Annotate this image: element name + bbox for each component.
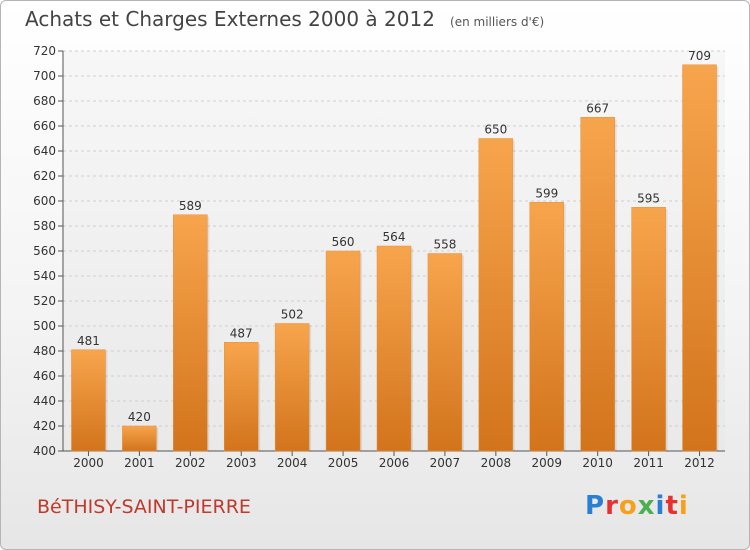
bar-2002 xyxy=(173,214,208,452)
x-tick-label-2006: 2006 xyxy=(379,456,410,470)
y-tick-label: 540 xyxy=(33,269,56,283)
bar-2005 xyxy=(325,250,361,452)
logo-letter: o xyxy=(618,491,638,521)
value-label-2011: 595 xyxy=(637,191,660,205)
y-tick-label: 640 xyxy=(33,144,56,158)
y-tick-label: 400 xyxy=(33,444,56,458)
bar-2003 xyxy=(223,342,259,452)
y-tick-label: 460 xyxy=(33,369,56,383)
value-label-2010: 667 xyxy=(586,101,609,115)
bar-2009 xyxy=(529,202,565,452)
y-tick-label: 420 xyxy=(33,419,56,433)
value-label-2002: 589 xyxy=(179,199,202,213)
y-tick-label: 520 xyxy=(33,294,56,308)
bar-2004 xyxy=(274,323,310,452)
x-tick-label-2011: 2011 xyxy=(633,456,664,470)
logo-letter: t xyxy=(665,491,679,521)
logo-letter: i xyxy=(655,491,666,521)
logo-letter: r xyxy=(605,491,619,521)
value-label-2003: 487 xyxy=(230,326,253,340)
value-label-2004: 502 xyxy=(281,308,304,322)
y-tick-label: 560 xyxy=(33,244,56,258)
value-label-2009: 599 xyxy=(535,186,558,200)
x-tick-label-2010: 2010 xyxy=(582,456,613,470)
value-label-2006: 564 xyxy=(383,230,406,244)
y-tick-label: 600 xyxy=(33,194,56,208)
x-tick-label-2005: 2005 xyxy=(328,456,359,470)
value-label-2008: 650 xyxy=(484,123,507,137)
y-tick-label: 680 xyxy=(33,94,56,108)
chart-title: Achats et Charges Externes 2000 à 2012 xyxy=(25,7,435,31)
label-layer: 481 420 589 487 502 560 564 558 650 599 667 595 709 xyxy=(77,49,711,424)
bar-2012 xyxy=(682,64,717,452)
axis-layer: 400 420 440 460 480 500 520 540 560 580 600 620 640 6… xyxy=(33,44,725,470)
x-tick-label-2001: 2001 xyxy=(124,456,155,470)
bar-2007 xyxy=(427,253,463,452)
bar-2010 xyxy=(580,117,615,452)
y-tick-label: 500 xyxy=(33,319,56,333)
y-tick-label: 720 xyxy=(33,44,56,58)
x-tick-label-2004: 2004 xyxy=(277,456,308,470)
logo-letter: x xyxy=(637,491,656,521)
y-tick-label: 620 xyxy=(33,169,56,183)
bar-2001 xyxy=(122,425,157,452)
x-tick-label-2000: 2000 xyxy=(73,456,104,470)
commune-name: BéTHISY-SAINT-PIERRE xyxy=(37,496,251,518)
bar-2011 xyxy=(631,207,666,452)
value-label-2012: 709 xyxy=(688,49,711,63)
x-tick-label-2012: 2012 xyxy=(684,456,715,470)
x-tick-label-2008: 2008 xyxy=(481,456,512,470)
bar-2008 xyxy=(478,138,514,452)
chart-units: (en milliers d'€) xyxy=(450,15,545,29)
y-tick-label: 440 xyxy=(33,394,56,408)
bar-layer xyxy=(71,64,719,452)
title-row: Achats et Charges Externes 2000 à 2012 (… xyxy=(25,7,544,31)
x-tick-label-2007: 2007 xyxy=(430,456,461,470)
value-label-2000: 481 xyxy=(77,334,100,348)
value-label-2001: 420 xyxy=(128,410,151,424)
bar-2006 xyxy=(376,245,412,452)
logo-letter: P xyxy=(585,491,606,521)
y-tick-label: 660 xyxy=(33,119,56,133)
bar-2000 xyxy=(71,349,106,452)
y-tick-label: 700 xyxy=(33,69,56,83)
x-tick-label-2002: 2002 xyxy=(175,456,206,470)
value-label-2007: 558 xyxy=(433,238,456,252)
y-tick-label: 580 xyxy=(33,219,56,233)
x-tick-label-2009: 2009 xyxy=(531,456,562,470)
y-tick-label: 480 xyxy=(33,344,56,358)
value-label-2005: 560 xyxy=(332,235,355,249)
x-tick-label-2003: 2003 xyxy=(226,456,257,470)
logo-letter: i xyxy=(678,491,689,521)
proxiti-logo[interactable]: Proxiti xyxy=(585,491,689,521)
